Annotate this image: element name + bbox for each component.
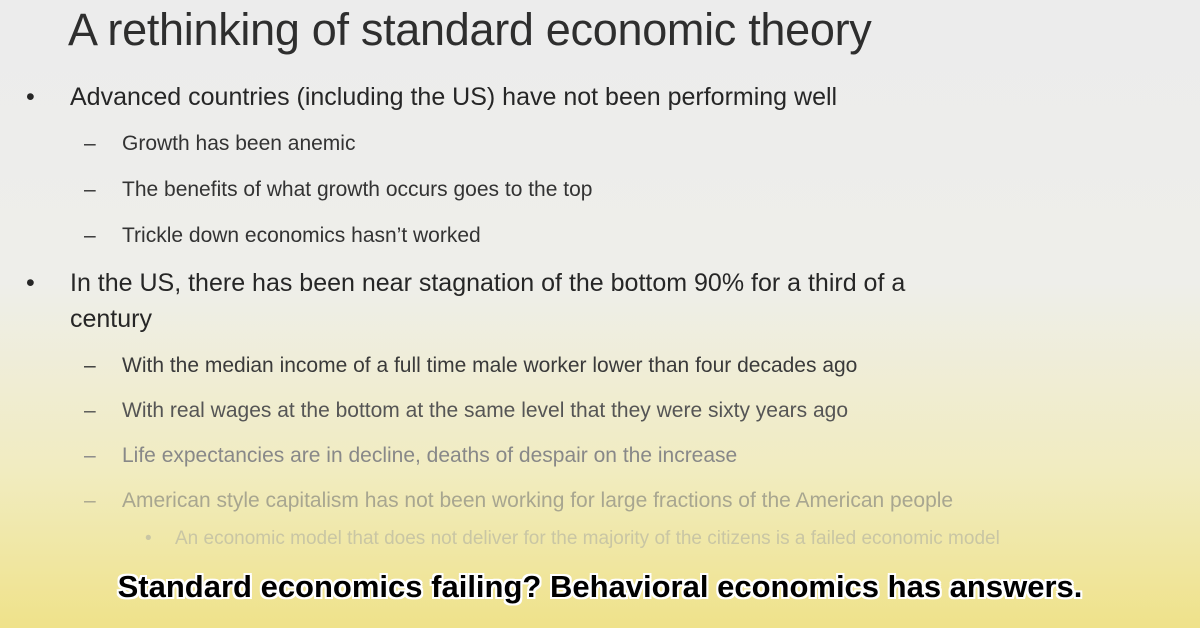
sub-bullet: – With real wages at the bottom at the sa…	[84, 399, 849, 422]
bullet: • Advanced countries (including the US) h…	[26, 83, 838, 111]
sub-bullet: – With the median income of a full time m…	[84, 354, 858, 377]
sub-bullet: – Life expectancies are in decline, death…	[84, 444, 738, 467]
sub-bullet: – The benefits of what growth occurs goes…	[84, 178, 593, 201]
bullet-continuation: century	[70, 305, 152, 333]
bullet: • In the US, there has been near stagnati…	[26, 269, 906, 297]
sub-bullet: – American style capitalism has not been …	[84, 489, 954, 512]
sub-sub-bullet: • An economic model that does not deliver…	[145, 528, 1000, 549]
sub-bullet: – Trickle down economics hasn’t worked	[84, 224, 481, 247]
caption-overlay: Standard economics failing? Behavioral e…	[117, 569, 1083, 604]
sub-bullet: – Growth has been anemic	[84, 132, 356, 155]
slide-title: A rethinking of standard economic theory	[68, 4, 872, 55]
